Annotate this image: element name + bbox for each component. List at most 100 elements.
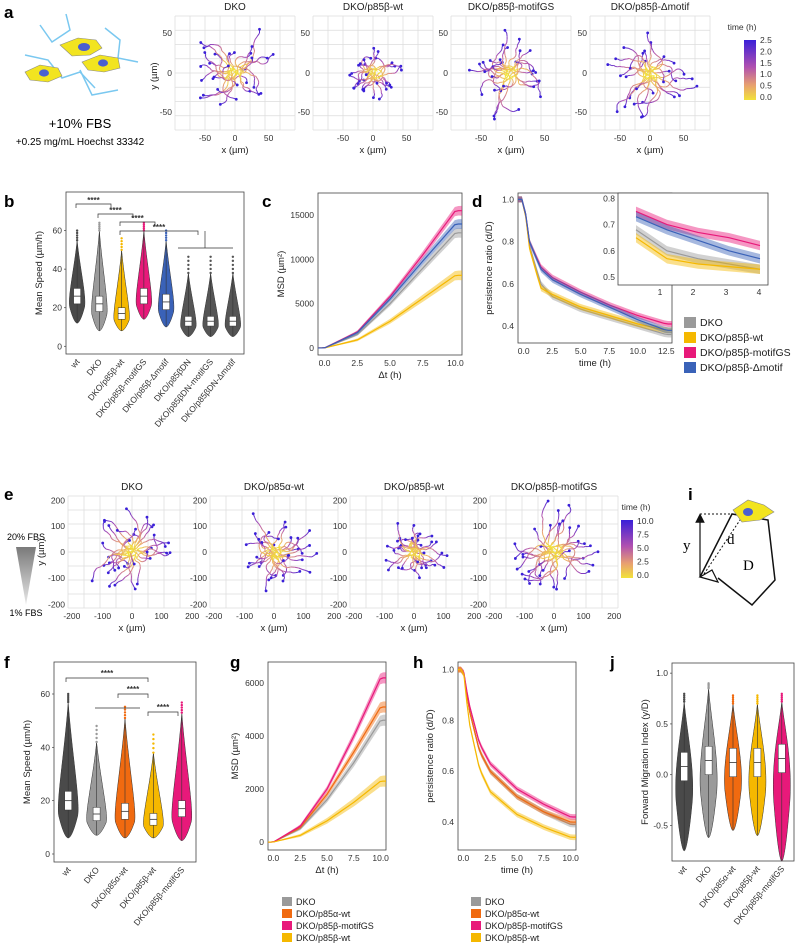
- track-endpoint: [122, 565, 126, 568]
- track-endpoint: [430, 534, 434, 538]
- cell-track-segment: [550, 575, 554, 579]
- outlier-point: [731, 694, 735, 697]
- cell-track-segment: [542, 534, 545, 539]
- cell-track-segment: [231, 76, 234, 80]
- cell-track-segment: [139, 536, 141, 541]
- outlier-point: [780, 694, 783, 697]
- cell-track-segment: [510, 58, 514, 60]
- cell-track-segment: [223, 81, 226, 85]
- cell-track-segment: [431, 548, 434, 550]
- cell-track-segment: [544, 565, 547, 568]
- cell-track-segment: [557, 518, 559, 523]
- cell-track-segment: [394, 560, 399, 563]
- cell-track-segment: [628, 69, 631, 71]
- x-tick-label: 2.5: [351, 358, 363, 368]
- track-endpoint: [513, 542, 517, 546]
- cell-track-segment: [224, 72, 227, 74]
- cell-track-segment: [245, 71, 248, 74]
- cell-track-segment: [253, 75, 256, 77]
- cell-track-segment: [132, 540, 134, 542]
- cell-track-segment: [565, 567, 568, 572]
- cell-track-segment: [270, 568, 273, 572]
- cell-track-segment: [214, 44, 219, 46]
- cell-track-segment: [234, 58, 238, 62]
- cell-track-segment: [649, 42, 651, 45]
- cell-track-segment: [537, 537, 540, 540]
- cell-track-segment: [247, 64, 250, 67]
- track-endpoint: [269, 576, 273, 580]
- cell-track-segment: [246, 53, 249, 57]
- track-endpoint: [643, 49, 647, 53]
- y-tick-label: -100: [330, 573, 347, 583]
- cell-track-segment: [588, 563, 591, 566]
- cell-track-segment: [432, 558, 435, 561]
- cell-track-segment: [93, 568, 97, 573]
- cell-track-segment: [257, 79, 260, 82]
- cell-track-segment: [260, 563, 263, 566]
- inset-y-tick-label: 0.6: [603, 246, 615, 256]
- cell-track-segment: [644, 65, 647, 69]
- cell-track-segment: [670, 60, 673, 63]
- cell-track-segment: [298, 567, 303, 570]
- track-endpoint: [115, 529, 119, 532]
- cell-track-segment: [205, 57, 208, 60]
- track-endpoint: [538, 574, 542, 577]
- cell-track-segment: [494, 58, 497, 61]
- cell-track-segment: [232, 84, 235, 87]
- cell-track-segment: [514, 55, 517, 58]
- cell-track-segment: [520, 563, 524, 568]
- cell-track-segment: [364, 82, 367, 84]
- cell-track-segment: [650, 56, 652, 59]
- cell-track-segment: [242, 64, 245, 68]
- track-endpoint: [596, 550, 600, 554]
- cell-track-segment: [137, 561, 140, 564]
- cell-track-segment: [660, 71, 662, 74]
- cell-track-segment: [241, 84, 244, 87]
- cell-track-segment: [549, 547, 551, 550]
- cell-track-segment: [413, 549, 416, 551]
- cell-track-segment: [374, 76, 377, 79]
- cell-track-segment: [397, 67, 400, 70]
- series-line: [268, 706, 386, 843]
- cell-track-segment: [119, 532, 123, 536]
- cell-track-segment: [647, 78, 650, 82]
- cell-track-segment: [380, 69, 383, 72]
- cell-track-segment: [132, 561, 134, 563]
- cell-track-segment: [642, 61, 645, 64]
- cell-track-segment: [259, 549, 262, 552]
- cell-track-segment: [554, 551, 557, 555]
- cell-track-segment: [249, 63, 252, 66]
- cell-track-segment: [238, 62, 242, 66]
- cell-track-segment: [555, 548, 559, 552]
- cell-track-segment: [229, 67, 232, 70]
- cell-track-segment: [510, 65, 514, 68]
- cell-track-segment: [384, 85, 386, 88]
- y-tick-label: 60: [53, 226, 63, 236]
- confidence-band: [268, 714, 386, 843]
- cell-track-segment: [545, 545, 550, 548]
- cell-track-segment: [659, 61, 662, 63]
- cell-track-segment: [630, 61, 633, 64]
- cell-track-segment: [429, 543, 432, 545]
- outlier-point: [209, 267, 212, 271]
- cell-track-segment: [511, 72, 514, 75]
- cell-track-segment: [276, 567, 279, 570]
- cell-track-segment: [103, 546, 107, 550]
- cell-track-segment: [500, 68, 503, 71]
- cell-track-segment: [249, 71, 253, 74]
- cell-track-segment: [144, 552, 147, 555]
- cell-track-segment: [234, 73, 237, 76]
- series-line: [268, 677, 386, 843]
- cell-track-segment: [425, 536, 428, 539]
- cell-track-segment: [642, 58, 645, 61]
- cell-track-segment: [226, 60, 230, 64]
- cell-track-segment: [540, 577, 544, 581]
- cell-track-segment: [121, 576, 126, 581]
- x-axis-label: x (µm): [636, 145, 663, 156]
- cell-track-segment: [272, 561, 274, 564]
- track-endpoint: [416, 560, 420, 564]
- cell-track-segment: [117, 561, 120, 563]
- cell-track-segment: [285, 559, 287, 561]
- cell-track-segment: [505, 107, 509, 110]
- cell-track-segment: [368, 81, 371, 83]
